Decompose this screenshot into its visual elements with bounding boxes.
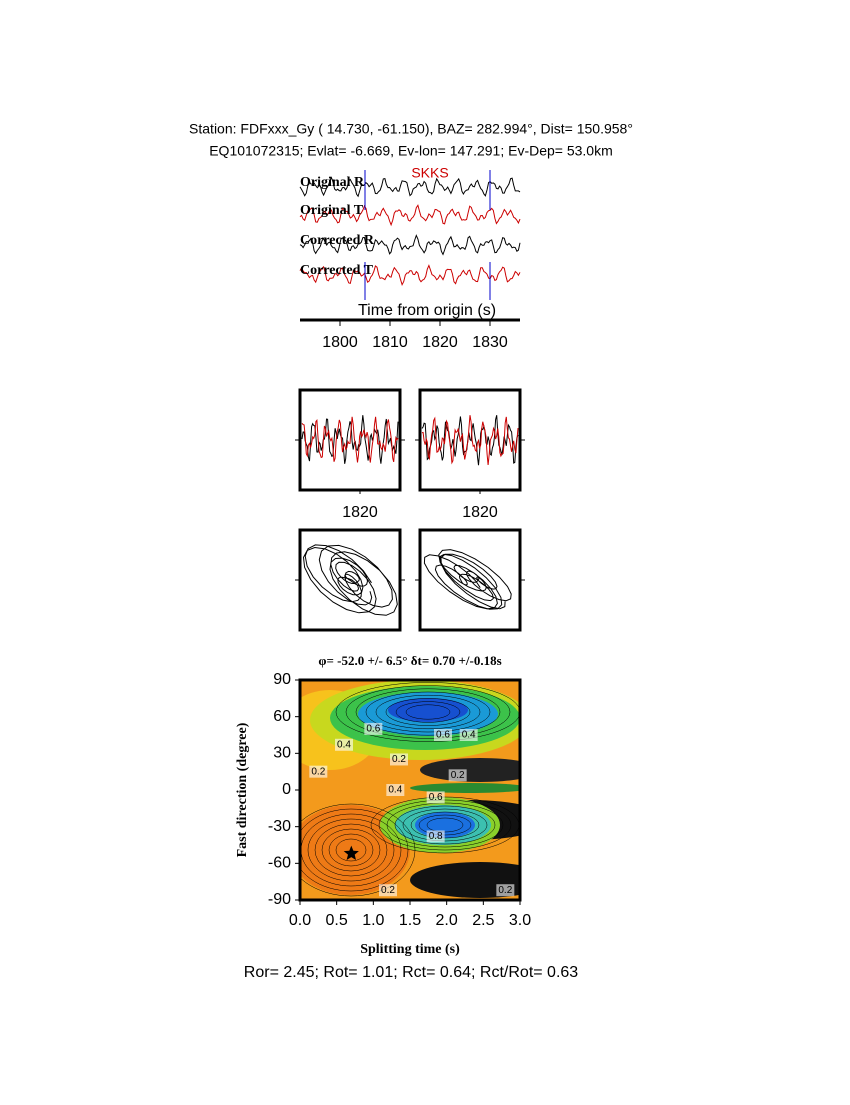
x-tick-label: 1.5 [399,912,421,929]
y-tick-label: 60 [273,708,291,725]
contour-label-bg [335,738,353,751]
contour-fill [378,799,512,851]
chart-title: φ= -52.0 +/- 6.5° δt= 0.70 +/-0.18s [318,653,501,668]
x-tick-label: 0.5 [326,912,348,929]
contour-fill [375,694,481,730]
y-axis-label: Fast direction (degree) [235,722,250,857]
contour-fill [345,685,511,739]
phase-label: SKKS [411,165,448,181]
contour-label: 0.2 [451,770,465,781]
contour-fill [386,802,504,848]
header-line: EQ101072315; Evlat= -6.669, Ev-lon= 147.… [209,143,613,159]
x-axis-label: Time from origin (s) [358,302,496,319]
x-tick-label: 2.5 [472,912,494,929]
x-tick-label: 1.0 [362,912,384,929]
contour-fill [365,691,491,733]
contour-label: 0.2 [381,885,395,896]
trace [301,416,399,463]
contour-fill [355,688,501,736]
contour-fill [328,833,374,867]
x-tick-label: 1820 [342,504,378,521]
footer: Ror= 2.45; Rot= 1.01; Rct= 0.64; Rct/Rot… [244,964,579,981]
trace [299,264,521,287]
x-tick-label: 1820 [422,334,458,351]
contour-label-bg [309,765,328,778]
contour-field: 0.2 0.2 0.2 0.4 0.6 0.6 0.4 0.4 0.6 0.8 0.2 0.2 [300,680,520,900]
contour-fill [410,783,520,793]
trace-label: Original R [300,175,365,190]
contour-fill [335,838,367,862]
contour-label: 0.4 [388,785,402,796]
trace [301,415,399,464]
y-tick-label: -60 [268,855,291,872]
header-line: Station: FDFxxx_Gy ( 14.730, -61.150), B… [189,121,633,137]
contour-fill [300,808,409,892]
contour-fill [426,817,464,833]
contour-label-bg [434,729,452,741]
particle-motion [302,544,398,616]
contour-fill [415,812,475,838]
trace-label: Original T [300,203,364,218]
y-tick-label: 30 [273,745,291,762]
contour-fill [405,704,451,720]
contour-label: 0.4 [462,730,476,741]
contour-label-bg [379,884,397,897]
contour-label: 0.8 [429,831,443,842]
contour-fill [314,823,388,877]
trace [421,415,519,466]
contour-fill [420,758,520,782]
contour-label-bg [448,769,467,782]
particle-motion [423,549,512,610]
contour-fill [410,811,480,839]
contour-label: 0.6 [429,792,443,803]
trace [299,204,521,227]
contour-label-bg [390,753,408,766]
trace [421,415,519,466]
x-tick-label: 1820 [462,504,498,521]
contour-fill [394,805,496,845]
y-tick-label: 90 [273,671,291,688]
y-tick-label: -30 [268,818,291,835]
contour-fill [410,862,520,898]
x-tick-label: 2.0 [436,912,458,929]
x-tick-label: 1810 [372,334,408,351]
trace-label: Corrected R [300,233,375,248]
contour-label: 0.6 [436,730,450,741]
contour-fill [418,814,472,836]
y-tick-label: 0 [282,781,291,798]
contour-label-bg [496,884,515,897]
contour-label-bg [386,784,405,796]
best-fit-star [343,845,359,860]
contour-label: 0.2 [498,885,512,896]
x-tick-label: 1830 [472,334,508,351]
contour-fill [395,701,461,723]
contour-label: 0.2 [392,754,406,765]
contour-label: 0.2 [311,766,325,777]
x-tick-label: 3.0 [509,912,531,929]
contour-fill [385,698,471,726]
contour-label-bg [426,791,445,804]
x-axis-label: Splitting time (s) [360,942,460,957]
y-tick-label: -90 [268,891,291,908]
contour-label: 0.6 [366,724,380,735]
contour-label-bg [459,729,478,741]
contour-fill [321,828,381,872]
contour-fill [335,682,520,742]
contour-fill [300,803,416,897]
x-tick-label: 1800 [322,334,358,351]
trace [299,176,521,198]
contour-fill [402,808,488,842]
contour-label-bg [364,722,383,735]
contour-label-bg [426,830,445,843]
trace-label: Corrected T [300,263,374,278]
contour-label: 0.4 [337,739,351,750]
x-tick-label: 0.0 [289,912,311,929]
trace [299,234,521,256]
contour-fill [307,818,395,882]
